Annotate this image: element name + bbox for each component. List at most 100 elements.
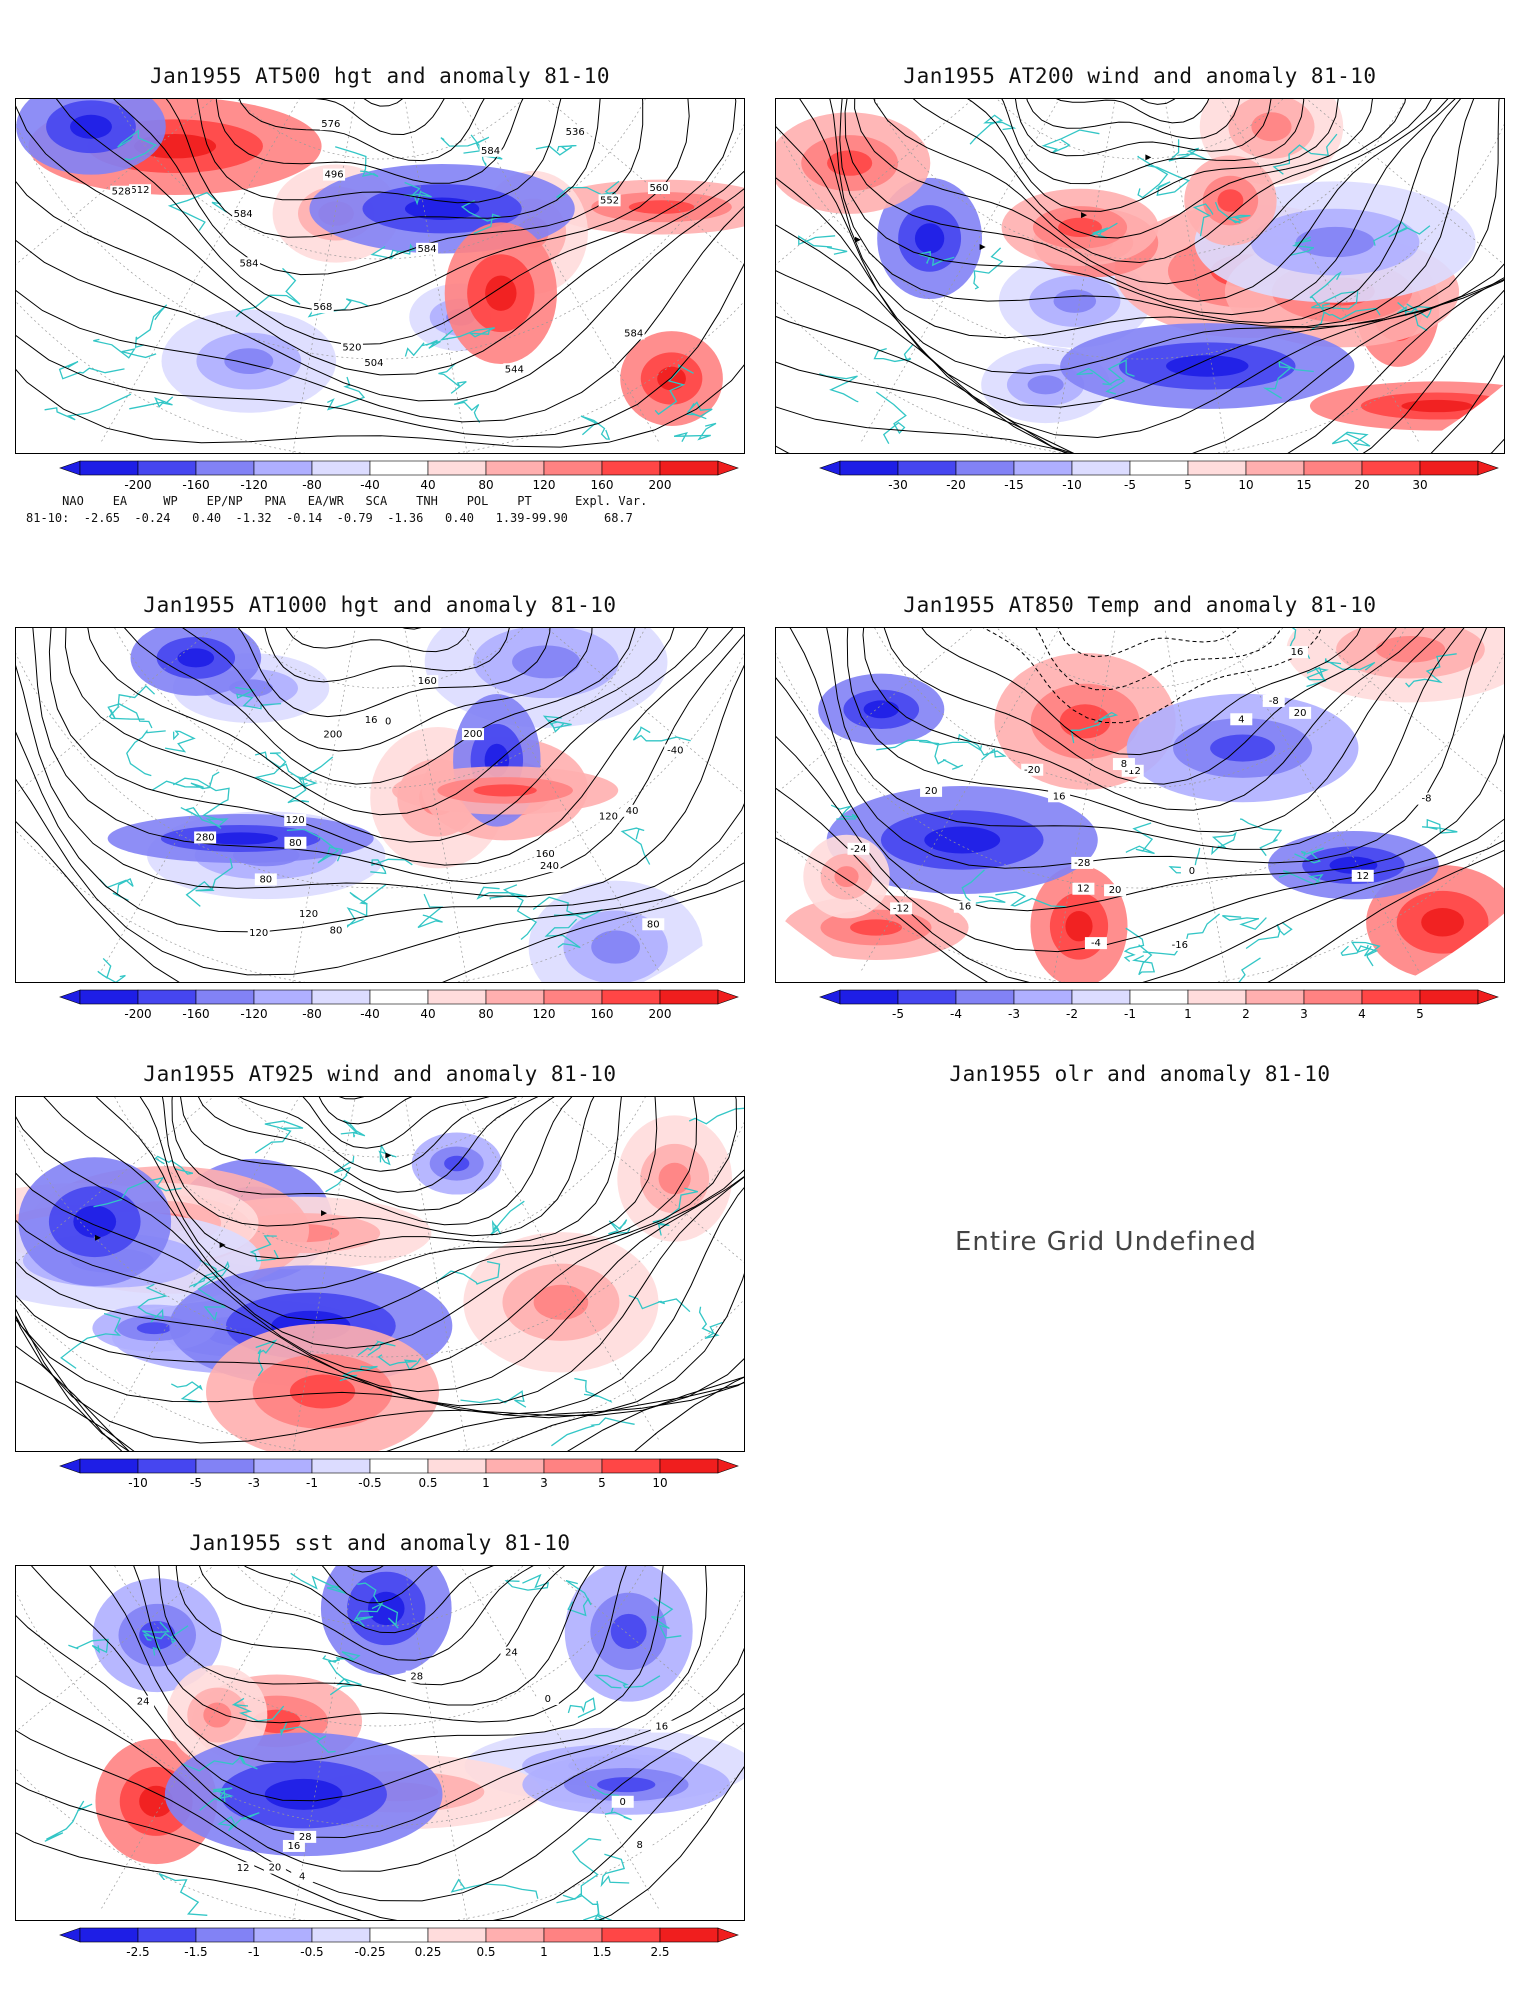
coastline [68, 1638, 109, 1654]
graticule-meridian [292, 628, 356, 982]
coastline [280, 1721, 336, 1753]
colorbar-swatch [1303, 460, 1363, 476]
contour-label-bg [232, 208, 255, 221]
graticule-meridian [292, 99, 356, 453]
colorbar-tick-label: 15 [1296, 478, 1311, 492]
panel-500hgt: Jan1955 AT500 hgt and anomaly 81-10 496 5… [15, 64, 745, 534]
coastline [652, 1187, 698, 1236]
contour-label-bg [340, 341, 363, 354]
coastline [969, 114, 1017, 145]
graticule-meridian [1164, 99, 1228, 453]
coastline [254, 1120, 304, 1154]
colorbar-tick-label: 1 [1184, 1007, 1192, 1021]
contour-line [16, 170, 744, 376]
panel-925wind: Jan1955 AT925 wind and anomaly 81-10 -10… [15, 1062, 745, 1502]
contour-label-bg [1415, 792, 1438, 805]
contour-label-bg [232, 1862, 255, 1875]
contour-label-bg [503, 363, 526, 376]
anomaly-shading [136, 1322, 172, 1335]
contour-label: 16 [1291, 647, 1304, 658]
coastline [1309, 307, 1381, 332]
contour-label: 568 [313, 302, 332, 313]
colorbar-tick-label: -0.5 [358, 1476, 381, 1490]
coastline [253, 752, 308, 790]
colorbar-swatch [137, 1458, 197, 1474]
contour-label-bg [1104, 884, 1127, 897]
contour-label: 40 [626, 806, 639, 817]
colorbar-swatch [897, 989, 957, 1005]
coastline [158, 1873, 208, 1916]
coastline [1405, 653, 1457, 688]
coastline [93, 1176, 182, 1208]
contour-line [789, 628, 1488, 869]
colorbar-tick-label: -1.5 [184, 1945, 207, 1959]
coastline [1214, 201, 1251, 224]
colorbar-tick-label: -0.5 [300, 1945, 323, 1959]
colorbar-swatch [1361, 460, 1421, 476]
colorbar-tick-label: 3 [1300, 1007, 1308, 1021]
graticule-meridian [1306, 99, 1504, 265]
coastline [819, 373, 859, 403]
colorbar-tick-label: 200 [649, 1007, 672, 1021]
coastline [688, 1107, 744, 1125]
contour-line [285, 628, 470, 653]
streamline [873, 99, 1406, 264]
contour-label: 80 [330, 925, 343, 936]
contour-label-bg [263, 1861, 286, 1874]
coastline [107, 703, 153, 729]
graticule-meridian [16, 1566, 214, 1732]
streamline [180, 1097, 555, 1211]
coastline [973, 247, 1004, 290]
contour-label: 552 [600, 195, 619, 206]
coastline [404, 339, 441, 357]
streamline [1026, 99, 1241, 140]
coastline [44, 1800, 93, 1842]
streamline [318, 1097, 413, 1125]
contour-label: 0 [620, 1797, 626, 1808]
streamline [95, 1097, 658, 1291]
coastline [620, 827, 651, 865]
streamline [16, 1176, 744, 1393]
coastline [352, 1601, 384, 1627]
colorbar-tick-label: 1.5 [592, 1945, 611, 1959]
contour-label: 20 [269, 1863, 282, 1874]
graticule-meridian [546, 99, 744, 265]
contour-label-bg [461, 728, 484, 741]
contour-label-bg [1084, 937, 1107, 950]
graticule-circle [874, 628, 1406, 789]
anomaly-shading [924, 826, 1001, 854]
colorbar: -5 -4 -3 -2 -1 1 2 3 4 5 [819, 988, 1499, 1024]
graticule-meridian [99, 99, 300, 445]
colorbar-tick-label: 80 [478, 478, 493, 492]
colorbar-tick-label: 0.5 [476, 1945, 495, 1959]
anomaly-shading [289, 1374, 356, 1409]
graticule-meridian [99, 628, 300, 974]
coastline [151, 771, 220, 791]
coastline [535, 144, 577, 156]
contour-line [16, 99, 737, 346]
colorbar-tick-label: 3 [540, 1476, 548, 1490]
colorbar-tick-label: 40 [420, 478, 435, 492]
coastline [327, 1659, 362, 1696]
colorbar-swatch [311, 1458, 371, 1474]
coastline [873, 344, 914, 363]
coastline [377, 1354, 422, 1371]
colorbar-swatch [253, 1927, 313, 1943]
colorbar-tick-label: -2 [1066, 1007, 1078, 1021]
coastline [180, 807, 229, 829]
anomaly-shading [1295, 226, 1375, 258]
coastline [1089, 222, 1118, 239]
contour-label-bg [128, 184, 151, 197]
colorbar-swatch [601, 1927, 661, 1943]
coastline [417, 893, 444, 929]
undefined-grid-message: Entire Grid Undefined [955, 1227, 1257, 1257]
coastline [1125, 822, 1155, 855]
contour-label: -8 [1422, 794, 1432, 805]
coastline [1331, 431, 1371, 451]
colorbar-swatch [253, 989, 313, 1005]
colorbar-arrow-left [819, 989, 841, 1005]
panel-title: Jan1955 AT925 wind and anomaly 81-10 [143, 1062, 617, 1086]
colorbar-swatch [839, 460, 899, 476]
contour-label-bg [237, 257, 260, 270]
contour-label-bg [847, 842, 870, 855]
